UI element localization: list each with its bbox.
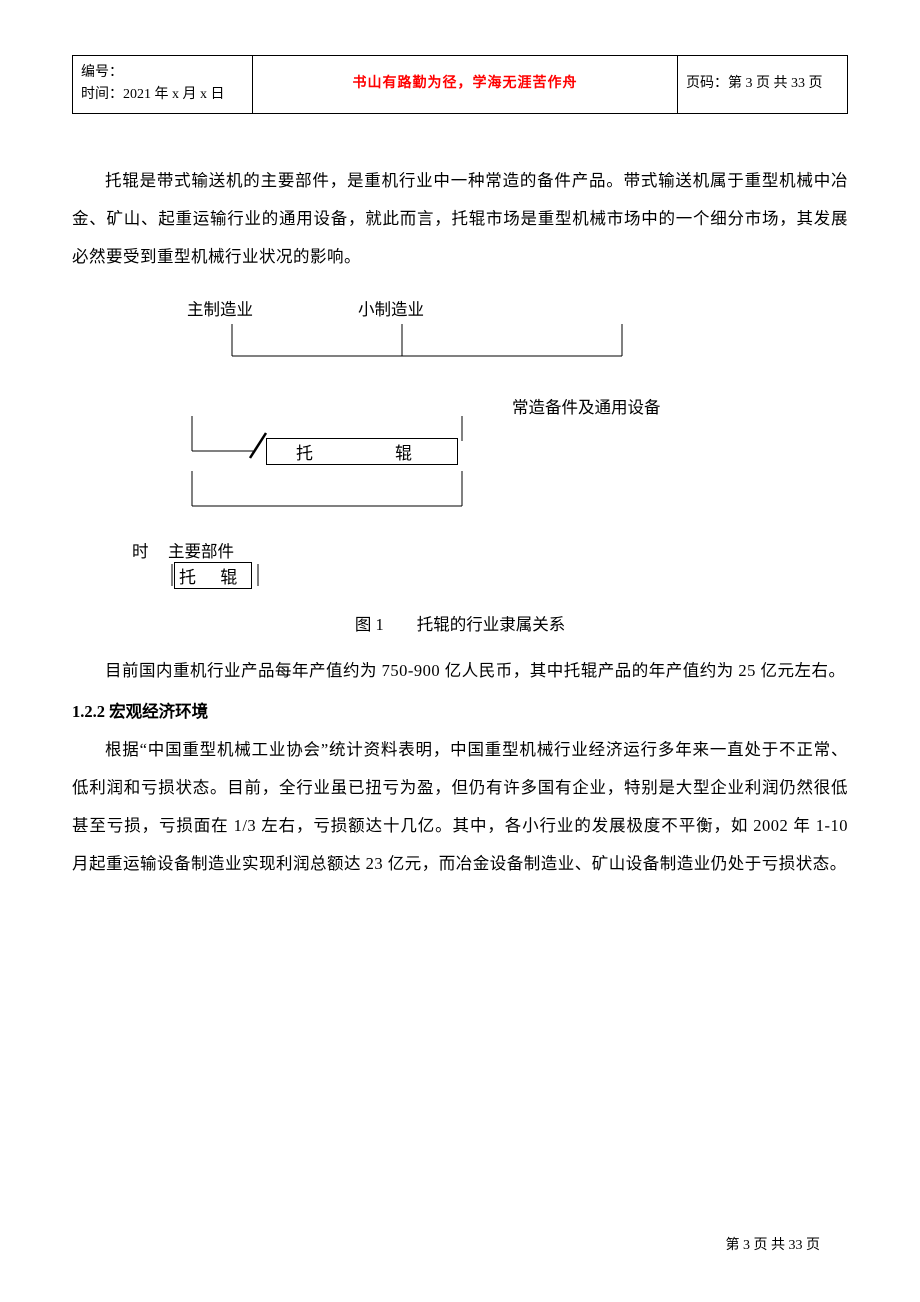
label-main-mfg: 主制造业 <box>187 296 253 320</box>
label-common-parts: 常造备件及通用设备 <box>512 394 661 418</box>
figure-caption: 图 1 托辊的行业隶属关系 <box>72 606 848 644</box>
time-label: 时间：2021 年 x 月 x 日 <box>81 84 244 106</box>
header-table: 编号： 时间：2021 年 x 月 x 日 书山有路勤为径，学海无涯苦作舟 页码… <box>72 55 848 114</box>
label-small-mfg: 小制造业 <box>358 296 424 320</box>
header-center-cell: 书山有路勤为径，学海无涯苦作舟 <box>253 56 678 114</box>
page: 编号： 时间：2021 年 x 月 x 日 书山有路勤为径，学海无涯苦作舟 页码… <box>0 0 920 1302</box>
header-left-cell: 编号： 时间：2021 年 x 月 x 日 <box>73 56 253 114</box>
box-tuogun-big: 托 辊 <box>266 438 458 465</box>
paragraph-2: 目前国内重机行业产品每年产值约为 750-900 亿人民币，其中托辊产品的年产值… <box>72 652 848 690</box>
label-time: 时 <box>132 538 149 562</box>
figure-diagram: 主制造业 小制造业 常造备件及通用设备 托 辊 时 主要部件 托 辊 <box>132 296 772 586</box>
label-main-component: 主要部件 <box>168 538 234 562</box>
paragraph-3: 根据“中国重型机械工业协会”统计资料表明，中国重型机械行业经济运行多年来一直处于… <box>72 731 848 883</box>
header-motto: 书山有路勤为径，学海无涯苦作舟 <box>353 76 578 91</box>
serial-label: 编号： <box>81 62 244 84</box>
box-tuogun-small: 托 辊 <box>174 562 252 589</box>
page-footer: 第 3 页 共 33 页 <box>726 1234 821 1254</box>
header-page-label: 页码：第 3 页 共 33 页 <box>686 76 823 91</box>
paragraph-1: 托辊是带式输送机的主要部件，是重机行业中一种常造的备件产品。带式输送机属于重型机… <box>72 162 848 276</box>
header-right-cell: 页码：第 3 页 共 33 页 <box>678 56 848 114</box>
section-heading: 1.2.2 宏观经济环境 <box>72 693 848 731</box>
